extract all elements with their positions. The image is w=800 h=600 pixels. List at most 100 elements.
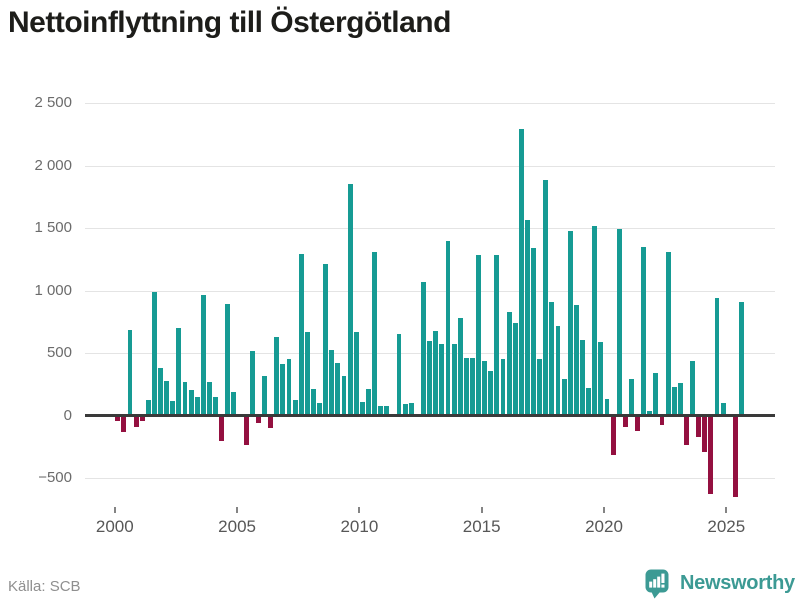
bar[interactable]	[732, 417, 738, 498]
bar[interactable]	[482, 360, 488, 417]
bar[interactable]	[720, 403, 726, 417]
bar[interactable]	[408, 403, 414, 417]
bar[interactable]	[353, 331, 359, 417]
bar[interactable]	[145, 399, 151, 417]
bar[interactable]	[249, 350, 255, 417]
bar[interactable]	[708, 417, 714, 495]
bar[interactable]	[598, 341, 604, 417]
bar[interactable]	[616, 229, 622, 417]
bar[interactable]	[610, 417, 616, 455]
bar[interactable]	[207, 381, 212, 417]
bar[interactable]	[537, 359, 543, 417]
bar[interactable]	[567, 230, 573, 417]
bar[interactable]	[512, 323, 518, 417]
bar[interactable]	[158, 367, 163, 417]
bar[interactable]	[262, 376, 267, 417]
bar[interactable]	[292, 399, 298, 417]
bar[interactable]	[531, 248, 536, 417]
bar[interactable]	[628, 378, 634, 417]
bar[interactable]	[427, 340, 433, 417]
bar[interactable]	[310, 389, 316, 417]
bar[interactable]	[384, 405, 390, 417]
bar[interactable]	[396, 334, 402, 417]
bar[interactable]	[359, 402, 365, 417]
bar[interactable]	[182, 381, 188, 417]
bar[interactable]	[347, 184, 353, 417]
bar[interactable]	[592, 226, 598, 417]
bar[interactable]	[170, 401, 176, 417]
bar[interactable]	[298, 253, 304, 417]
bar[interactable]	[341, 375, 347, 417]
bar[interactable]	[225, 303, 231, 417]
bar[interactable]	[451, 343, 457, 417]
bar[interactable]	[176, 327, 182, 417]
bar[interactable]	[714, 298, 720, 417]
bar[interactable]	[121, 417, 127, 432]
bar[interactable]	[683, 417, 689, 445]
bar[interactable]	[635, 417, 640, 432]
bar[interactable]	[280, 364, 286, 417]
bar[interactable]	[164, 380, 170, 417]
bar[interactable]	[433, 330, 439, 417]
bar[interactable]	[586, 388, 592, 417]
bar[interactable]	[469, 357, 475, 417]
bar[interactable]	[653, 373, 659, 417]
bar[interactable]	[647, 411, 653, 417]
bar[interactable]	[402, 403, 408, 417]
bar[interactable]	[378, 405, 384, 417]
bar[interactable]	[622, 417, 628, 427]
bar[interactable]	[421, 282, 426, 417]
bar[interactable]	[543, 180, 549, 417]
bar[interactable]	[500, 359, 506, 417]
bar[interactable]	[677, 382, 683, 417]
bar[interactable]	[518, 129, 524, 417]
bar[interactable]	[671, 387, 677, 417]
bar[interactable]	[151, 292, 157, 417]
bar[interactable]	[702, 417, 708, 453]
bar[interactable]	[231, 392, 237, 417]
bar[interactable]	[445, 240, 451, 417]
bar[interactable]	[488, 370, 494, 417]
bar[interactable]	[561, 379, 567, 417]
bar[interactable]	[641, 247, 647, 417]
bar[interactable]	[494, 255, 500, 417]
bar[interactable]	[439, 343, 445, 417]
bar[interactable]	[457, 317, 463, 417]
bar[interactable]	[604, 399, 610, 417]
bar[interactable]	[463, 357, 469, 417]
bar[interactable]	[213, 397, 219, 417]
newsworthy-brand-link[interactable]: Newsworthy	[645, 569, 795, 600]
bar[interactable]	[139, 417, 145, 421]
bar[interactable]	[268, 417, 274, 428]
bar[interactable]	[659, 417, 665, 426]
bar[interactable]	[506, 311, 512, 417]
bar[interactable]	[690, 360, 695, 417]
bar[interactable]	[317, 403, 322, 417]
bar[interactable]	[525, 220, 530, 417]
bar[interactable]	[200, 295, 206, 417]
bar[interactable]	[274, 336, 280, 417]
bar[interactable]	[255, 417, 261, 424]
bar[interactable]	[304, 332, 310, 417]
bar[interactable]	[366, 389, 371, 417]
bar[interactable]	[243, 417, 249, 445]
bar[interactable]	[555, 325, 561, 417]
bar[interactable]	[127, 330, 133, 417]
bar[interactable]	[188, 390, 194, 417]
bar[interactable]	[329, 350, 335, 417]
bar[interactable]	[549, 302, 555, 417]
bar[interactable]	[696, 417, 702, 437]
bar[interactable]	[580, 340, 585, 417]
bar[interactable]	[323, 264, 329, 417]
bar[interactable]	[372, 252, 378, 417]
bar[interactable]	[219, 417, 225, 442]
bar[interactable]	[476, 255, 481, 417]
bar[interactable]	[335, 363, 341, 417]
bar[interactable]	[286, 359, 292, 417]
bar[interactable]	[115, 417, 121, 421]
bar[interactable]	[573, 305, 579, 417]
bar[interactable]	[194, 397, 200, 417]
bar[interactable]	[739, 302, 744, 417]
bar[interactable]	[133, 417, 139, 427]
bar[interactable]	[665, 251, 671, 417]
